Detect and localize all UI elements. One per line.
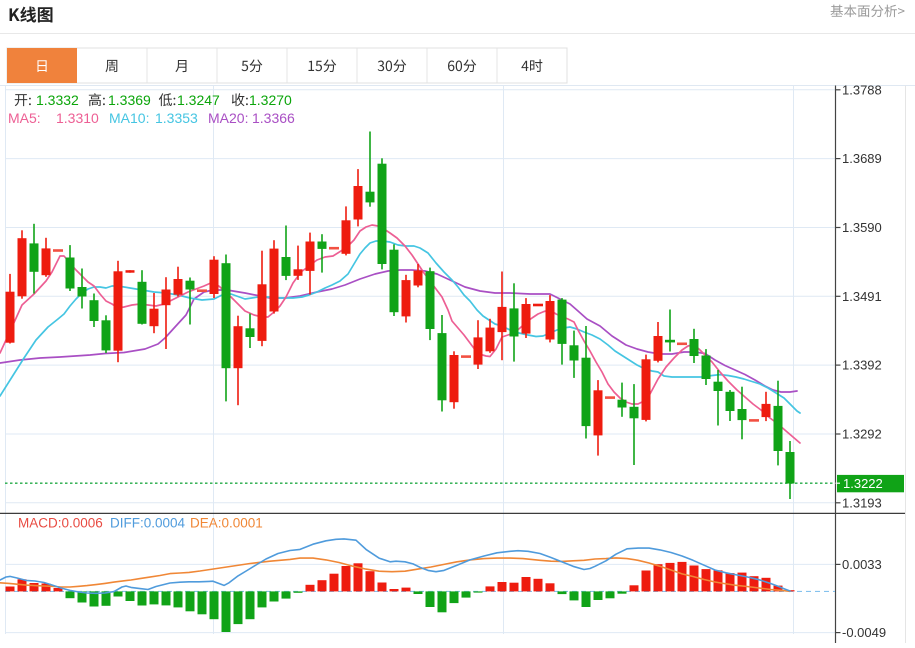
svg-text:1.3369: 1.3369 — [108, 92, 151, 108]
svg-text:-0.0049: -0.0049 — [842, 625, 886, 640]
svg-text:1.3392: 1.3392 — [842, 358, 882, 373]
svg-text:1.3332: 1.3332 — [36, 92, 79, 108]
svg-text:MA20:: MA20: — [208, 110, 248, 126]
svg-text:1.3590: 1.3590 — [842, 220, 882, 235]
svg-text:1.3270: 1.3270 — [249, 92, 292, 108]
svg-text:DEA:0.0001: DEA:0.0001 — [190, 516, 263, 531]
svg-text:1.3310: 1.3310 — [56, 110, 99, 126]
svg-text:1.3247: 1.3247 — [177, 92, 220, 108]
svg-text:1.3788: 1.3788 — [842, 82, 882, 97]
svg-text:1.3193: 1.3193 — [842, 495, 882, 510]
svg-text:MA5:: MA5: — [8, 110, 41, 126]
svg-text:1.3292: 1.3292 — [842, 427, 882, 442]
svg-text:1.3491: 1.3491 — [842, 289, 882, 304]
svg-text:0.0033: 0.0033 — [842, 557, 882, 572]
svg-text:MA10:: MA10: — [109, 110, 149, 126]
svg-text:1.3353: 1.3353 — [155, 110, 198, 126]
svg-text:1.3222: 1.3222 — [843, 476, 883, 491]
svg-text:MACD:0.0006: MACD:0.0006 — [18, 516, 103, 531]
svg-text:1.3689: 1.3689 — [842, 151, 882, 166]
svg-text:DIFF:0.0004: DIFF:0.0004 — [110, 516, 186, 531]
svg-text:1.3366: 1.3366 — [252, 110, 295, 126]
